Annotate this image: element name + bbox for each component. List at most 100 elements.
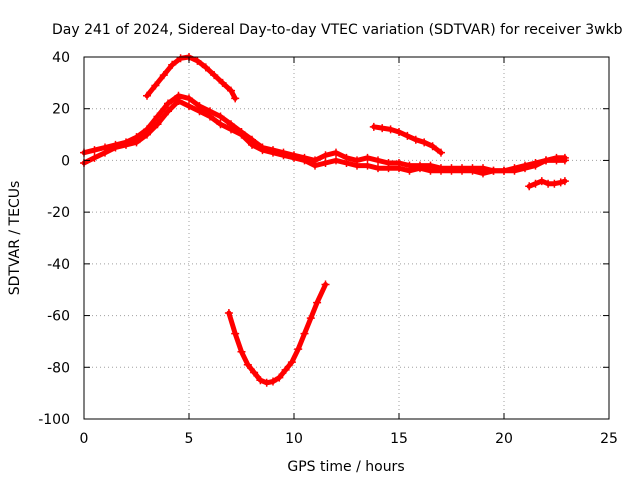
data-point bbox=[306, 314, 315, 323]
data-point bbox=[275, 373, 284, 382]
data-point bbox=[411, 135, 420, 144]
data-point bbox=[195, 107, 204, 116]
data-point bbox=[405, 166, 414, 175]
series-trace bbox=[144, 54, 238, 101]
data-point bbox=[447, 166, 456, 175]
x-tick-label: 25 bbox=[600, 431, 618, 447]
data-point bbox=[227, 125, 235, 134]
data-point bbox=[174, 96, 183, 105]
y-tick-label: -100 bbox=[38, 412, 70, 428]
data-point bbox=[281, 365, 290, 374]
series-trace bbox=[226, 282, 328, 386]
data-point bbox=[90, 153, 99, 162]
data-point bbox=[132, 138, 141, 147]
data-point bbox=[262, 378, 271, 387]
data-point bbox=[500, 166, 508, 175]
data-point bbox=[395, 164, 403, 173]
x-tick-label: 5 bbox=[185, 431, 194, 447]
y-tick-label: -20 bbox=[47, 205, 70, 221]
data-point bbox=[374, 156, 382, 165]
data-point bbox=[227, 86, 235, 95]
data-point bbox=[353, 161, 361, 170]
data-point bbox=[258, 146, 267, 155]
data-point bbox=[313, 298, 322, 307]
data-point bbox=[300, 329, 309, 338]
data-point bbox=[151, 81, 160, 90]
data-point bbox=[143, 130, 151, 139]
data-point bbox=[479, 169, 487, 178]
data-point bbox=[403, 131, 412, 140]
data-point bbox=[185, 102, 193, 111]
x-tick-label: 0 bbox=[80, 431, 89, 447]
data-point bbox=[164, 107, 172, 116]
plot-frame bbox=[83, 56, 610, 420]
data-point bbox=[168, 60, 177, 69]
x-tick-label: 15 bbox=[390, 431, 408, 447]
data-point bbox=[560, 156, 569, 165]
y-tick-label: -80 bbox=[47, 360, 70, 376]
data-point bbox=[206, 112, 214, 121]
series-track-main-lower bbox=[80, 96, 569, 178]
data-point bbox=[321, 151, 330, 160]
data-point bbox=[384, 164, 393, 173]
data-point bbox=[311, 161, 319, 170]
data-point bbox=[510, 166, 519, 175]
data-point bbox=[90, 146, 99, 155]
grid-lines bbox=[84, 57, 609, 419]
data-point bbox=[122, 140, 130, 149]
data-point bbox=[176, 54, 185, 63]
data-point bbox=[237, 347, 246, 356]
series-segment-21-23 bbox=[525, 177, 569, 191]
data-point bbox=[201, 63, 210, 72]
data-point bbox=[374, 164, 382, 173]
data-point bbox=[550, 179, 559, 188]
data-point bbox=[552, 156, 561, 165]
y-tick-label: 40 bbox=[52, 50, 70, 66]
y-tick-label: -60 bbox=[47, 309, 70, 325]
series-segment-14-17 bbox=[369, 122, 445, 157]
data-point bbox=[164, 99, 172, 108]
data-point bbox=[521, 164, 529, 173]
data-point bbox=[525, 182, 534, 191]
data-point bbox=[531, 179, 540, 188]
x-tick-label: 10 bbox=[285, 431, 303, 447]
data-point bbox=[416, 164, 424, 173]
data-point bbox=[332, 148, 340, 157]
data-point bbox=[250, 368, 259, 377]
data-point bbox=[426, 166, 435, 175]
data-point bbox=[231, 329, 240, 338]
data-point bbox=[269, 148, 277, 157]
data-point bbox=[256, 376, 265, 385]
data-point bbox=[321, 159, 330, 168]
data-point bbox=[237, 130, 246, 139]
data-point bbox=[279, 151, 288, 160]
series-arc-high bbox=[143, 53, 240, 103]
data-point bbox=[269, 377, 277, 386]
data-point bbox=[224, 308, 233, 317]
data-point bbox=[248, 140, 256, 149]
data-point bbox=[489, 166, 498, 175]
data-point bbox=[560, 177, 569, 186]
axis-ticks bbox=[83, 56, 610, 420]
data-point bbox=[185, 94, 193, 103]
data-point bbox=[287, 358, 296, 367]
data-point bbox=[363, 153, 372, 162]
chart-title: Day 241 of 2024, Sidereal Day-to-day VTE… bbox=[52, 22, 623, 38]
data-point bbox=[231, 94, 240, 103]
data-point bbox=[290, 153, 298, 162]
data-point bbox=[243, 360, 252, 369]
data-point bbox=[216, 120, 225, 129]
data-point bbox=[111, 143, 120, 152]
y-axis-label: SDTVAR / TECUs bbox=[7, 181, 23, 296]
data-point bbox=[369, 122, 378, 131]
data-point bbox=[537, 177, 546, 186]
data-point bbox=[210, 71, 219, 80]
data-point bbox=[143, 91, 151, 100]
data-series bbox=[80, 53, 569, 387]
data-point bbox=[342, 159, 351, 168]
tick-labels: 0 5 10 15 20 25 -100 -80 -60 -40 -20 0 20 40 bbox=[38, 50, 618, 447]
data-point bbox=[159, 71, 168, 80]
data-point bbox=[218, 78, 227, 87]
